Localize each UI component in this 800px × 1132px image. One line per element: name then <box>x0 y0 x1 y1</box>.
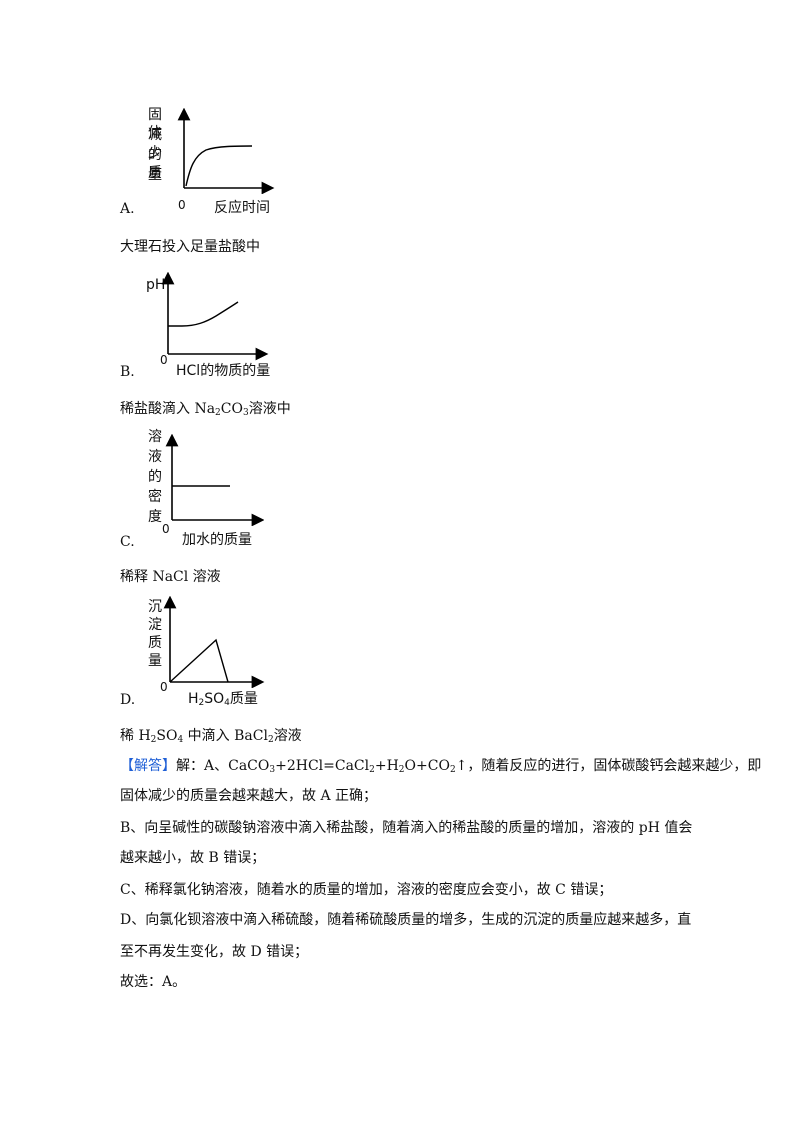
option-c-zero: 0 <box>162 522 170 536</box>
answer-line-1: 【解答】解：A、CaCO3+2HCl=CaCl2+H2O+CO2↑，随着反应的进… <box>120 758 762 775</box>
option-c-y-label-2: 液 <box>148 449 162 465</box>
option-a-curve <box>185 145 253 187</box>
option-d-y-label-2: 淀 <box>148 617 162 633</box>
option-c-y-label-4: 密 <box>148 489 162 505</box>
answer-line-8: 故选：A。 <box>120 974 187 990</box>
option-b-x-label: HCl的物质的量 <box>176 363 271 379</box>
option-d-zero: 0 <box>160 680 168 694</box>
option-b-axes <box>161 272 269 361</box>
option-c-y-label-5: 度 <box>148 509 162 525</box>
option-a-y-label-4: 量 <box>148 167 162 183</box>
answer-line-6: D、向氯化钡溶液中滴入稀硫酸，随着稀硫酸质量的增多，生成的沉淀的质量应越来越多，… <box>120 912 692 928</box>
option-d-y-label-4: 量 <box>148 653 162 669</box>
option-a-y-label-3: 的质 <box>148 147 162 181</box>
option-a-y-label-1: 固体 <box>148 107 162 141</box>
option-b-caption: 稀盐酸滴入 Na2CO3溶液中 <box>120 401 291 418</box>
option-b-letter: B. <box>120 364 135 380</box>
option-a-x-label: 反应时间 <box>214 200 270 216</box>
option-d-axes <box>163 596 265 688</box>
option-c-x-label: 加水的质量 <box>182 532 252 548</box>
option-a-zero: 0 <box>178 198 186 212</box>
option-a-letter: A. <box>120 201 135 217</box>
option-c-axes <box>165 434 264 526</box>
option-d-caption: 稀 H2SO4 中滴入 BaCl2溶液 <box>120 728 302 745</box>
option-c-letter: C. <box>120 534 135 550</box>
option-b-curve <box>168 301 239 327</box>
option-a-caption: 大理石投入足量盐酸中 <box>120 239 260 255</box>
answer-line-3: B、向呈碱性的碳酸钠溶液中滴入稀盐酸，随着滴入的稀盐酸的质量的增加，溶液的 pH… <box>120 820 693 836</box>
answer-tag: 【解答】 <box>120 758 176 774</box>
option-c-y-label-3: 的 <box>148 469 162 485</box>
option-c-caption: 稀释 NaCl 溶液 <box>120 569 221 585</box>
answer-line-5: C、稀释氯化钠溶液，随着水的质量的增加，溶液的密度应会变小，故 C 错误； <box>120 882 613 898</box>
answer-line-7: 至不再发生变化，故 D 错误； <box>120 944 309 960</box>
option-d-line <box>169 638 229 683</box>
option-c-y-label-1: 溶 <box>148 429 162 445</box>
option-d-x-label: H2SO4质量 <box>188 691 258 708</box>
answer-line-4: 越来越小，故 B 错误； <box>120 850 266 866</box>
option-a-y-label-2: 减少 <box>148 127 162 161</box>
option-d-letter: D. <box>120 692 136 708</box>
option-a-axes <box>177 108 275 194</box>
option-d-y-label-1: 沉 <box>148 599 162 615</box>
option-b-zero: 0 <box>160 353 168 367</box>
option-b-y-label: pH <box>146 277 166 293</box>
option-d-y-label-3: 质 <box>148 635 162 651</box>
answer-line-2: 固体减少的质量会越来越大，故 A 正确； <box>120 788 378 804</box>
